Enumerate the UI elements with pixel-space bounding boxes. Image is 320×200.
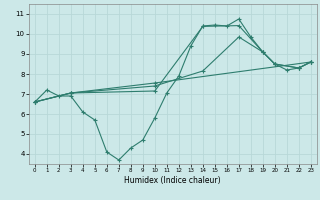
X-axis label: Humidex (Indice chaleur): Humidex (Indice chaleur) [124, 176, 221, 185]
